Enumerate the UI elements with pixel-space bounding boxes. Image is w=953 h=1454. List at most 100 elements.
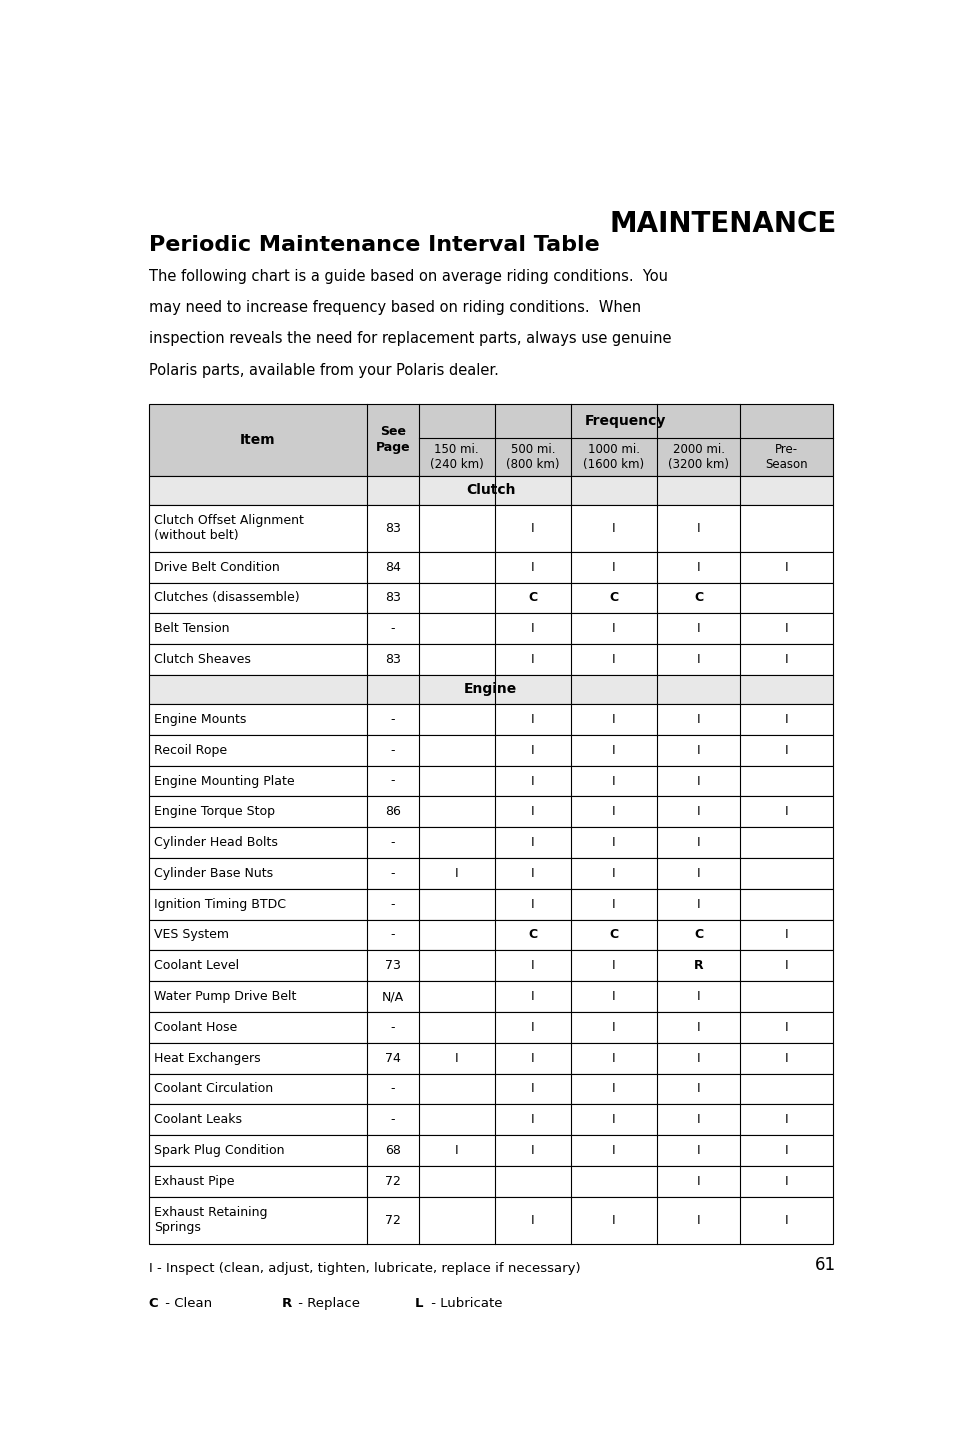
Text: N/A: N/A xyxy=(381,990,403,1003)
Text: 74: 74 xyxy=(384,1051,400,1064)
Text: See
Page: See Page xyxy=(375,426,410,454)
Text: I: I xyxy=(531,712,535,726)
Bar xyxy=(149,734,832,766)
Text: I: I xyxy=(696,990,700,1003)
Text: Pre-
Season: Pre- Season xyxy=(764,442,807,471)
Text: I: I xyxy=(784,1175,787,1188)
Bar xyxy=(149,766,832,797)
Text: I: I xyxy=(784,622,787,635)
Text: C: C xyxy=(528,929,537,941)
Bar xyxy=(149,1073,832,1104)
Text: inspection reveals the need for replacement parts, always use genuine: inspection reveals the need for replacem… xyxy=(149,332,671,346)
Text: I: I xyxy=(612,836,615,849)
Text: Clutch Offset Alignment
(without belt): Clutch Offset Alignment (without belt) xyxy=(153,515,304,542)
Text: I: I xyxy=(612,653,615,666)
Bar xyxy=(149,551,832,583)
Text: Exhaust Retaining
Springs: Exhaust Retaining Springs xyxy=(153,1207,267,1234)
Text: I: I xyxy=(784,1214,787,1227)
Text: I: I xyxy=(531,522,535,535)
Text: I: I xyxy=(531,1114,535,1127)
Text: - Clean: - Clean xyxy=(160,1297,212,1310)
Text: I: I xyxy=(612,775,615,788)
Text: I: I xyxy=(455,1051,458,1064)
Text: -: - xyxy=(390,1021,395,1034)
Text: I: I xyxy=(696,522,700,535)
Text: I: I xyxy=(696,775,700,788)
Text: I: I xyxy=(531,867,535,880)
Bar xyxy=(149,951,832,981)
Bar xyxy=(149,505,832,551)
Text: R: R xyxy=(693,960,702,973)
Text: I: I xyxy=(531,1082,535,1095)
Bar xyxy=(149,475,832,505)
Text: I: I xyxy=(696,744,700,756)
Text: 500 mi.
(800 km): 500 mi. (800 km) xyxy=(506,442,559,471)
Text: I: I xyxy=(696,653,700,666)
Text: Periodic Maintenance Interval Table: Periodic Maintenance Interval Table xyxy=(149,236,598,254)
Text: I: I xyxy=(696,1214,700,1227)
Text: I: I xyxy=(612,1051,615,1064)
Text: Polaris parts, available from your Polaris dealer.: Polaris parts, available from your Polar… xyxy=(149,362,498,378)
Text: I: I xyxy=(784,1144,787,1157)
Text: -: - xyxy=(390,744,395,756)
Text: I: I xyxy=(612,960,615,973)
Bar xyxy=(149,1197,832,1243)
Text: -: - xyxy=(390,1114,395,1127)
Bar xyxy=(149,858,832,888)
Text: 86: 86 xyxy=(384,806,400,819)
Text: I: I xyxy=(784,960,787,973)
Text: Belt Tension: Belt Tension xyxy=(153,622,230,635)
Bar xyxy=(149,1104,832,1136)
Text: I: I xyxy=(784,712,787,726)
Bar xyxy=(149,675,832,704)
Text: I: I xyxy=(455,867,458,880)
Bar xyxy=(149,1136,832,1166)
Text: I: I xyxy=(696,622,700,635)
Text: I: I xyxy=(612,867,615,880)
Text: I: I xyxy=(784,929,787,941)
Text: I: I xyxy=(784,653,787,666)
Text: I: I xyxy=(531,622,535,635)
Text: I: I xyxy=(784,1114,787,1127)
Text: Engine Torque Stop: Engine Torque Stop xyxy=(153,806,274,819)
Text: 61: 61 xyxy=(815,1256,836,1274)
Bar xyxy=(149,888,832,919)
Text: I: I xyxy=(531,960,535,973)
Text: Ignition Timing BTDC: Ignition Timing BTDC xyxy=(153,897,286,910)
Text: Recoil Rope: Recoil Rope xyxy=(153,744,227,756)
Text: - Lubricate: - Lubricate xyxy=(426,1297,502,1310)
Bar xyxy=(149,1012,832,1043)
Text: - Replace: - Replace xyxy=(294,1297,359,1310)
Text: 73: 73 xyxy=(384,960,400,973)
Text: 72: 72 xyxy=(384,1175,400,1188)
Text: The following chart is a guide based on average riding conditions.  You: The following chart is a guide based on … xyxy=(149,269,667,284)
Text: I: I xyxy=(784,806,787,819)
Text: I: I xyxy=(696,1114,700,1127)
Text: I: I xyxy=(612,990,615,1003)
Text: Item: Item xyxy=(240,433,275,446)
Bar xyxy=(149,797,832,827)
Text: C: C xyxy=(693,929,702,941)
Text: I: I xyxy=(531,1214,535,1227)
Text: I: I xyxy=(531,1021,535,1034)
Text: I: I xyxy=(612,1144,615,1157)
Text: I: I xyxy=(531,653,535,666)
Text: Cylinder Base Nuts: Cylinder Base Nuts xyxy=(153,867,273,880)
Text: I: I xyxy=(531,897,535,910)
Text: C: C xyxy=(693,592,702,605)
Text: Clutch: Clutch xyxy=(465,483,515,497)
Bar xyxy=(149,981,832,1012)
Text: 72: 72 xyxy=(384,1214,400,1227)
Text: I: I xyxy=(784,744,787,756)
Text: I: I xyxy=(696,867,700,880)
Text: -: - xyxy=(390,897,395,910)
Text: I: I xyxy=(784,1051,787,1064)
Bar xyxy=(149,1166,832,1197)
Text: VES System: VES System xyxy=(153,929,229,941)
Text: I: I xyxy=(612,1082,615,1095)
Text: R: R xyxy=(282,1297,292,1310)
Text: I: I xyxy=(531,775,535,788)
Text: Frequency: Frequency xyxy=(584,414,666,427)
Text: I: I xyxy=(612,522,615,535)
Text: I: I xyxy=(696,836,700,849)
